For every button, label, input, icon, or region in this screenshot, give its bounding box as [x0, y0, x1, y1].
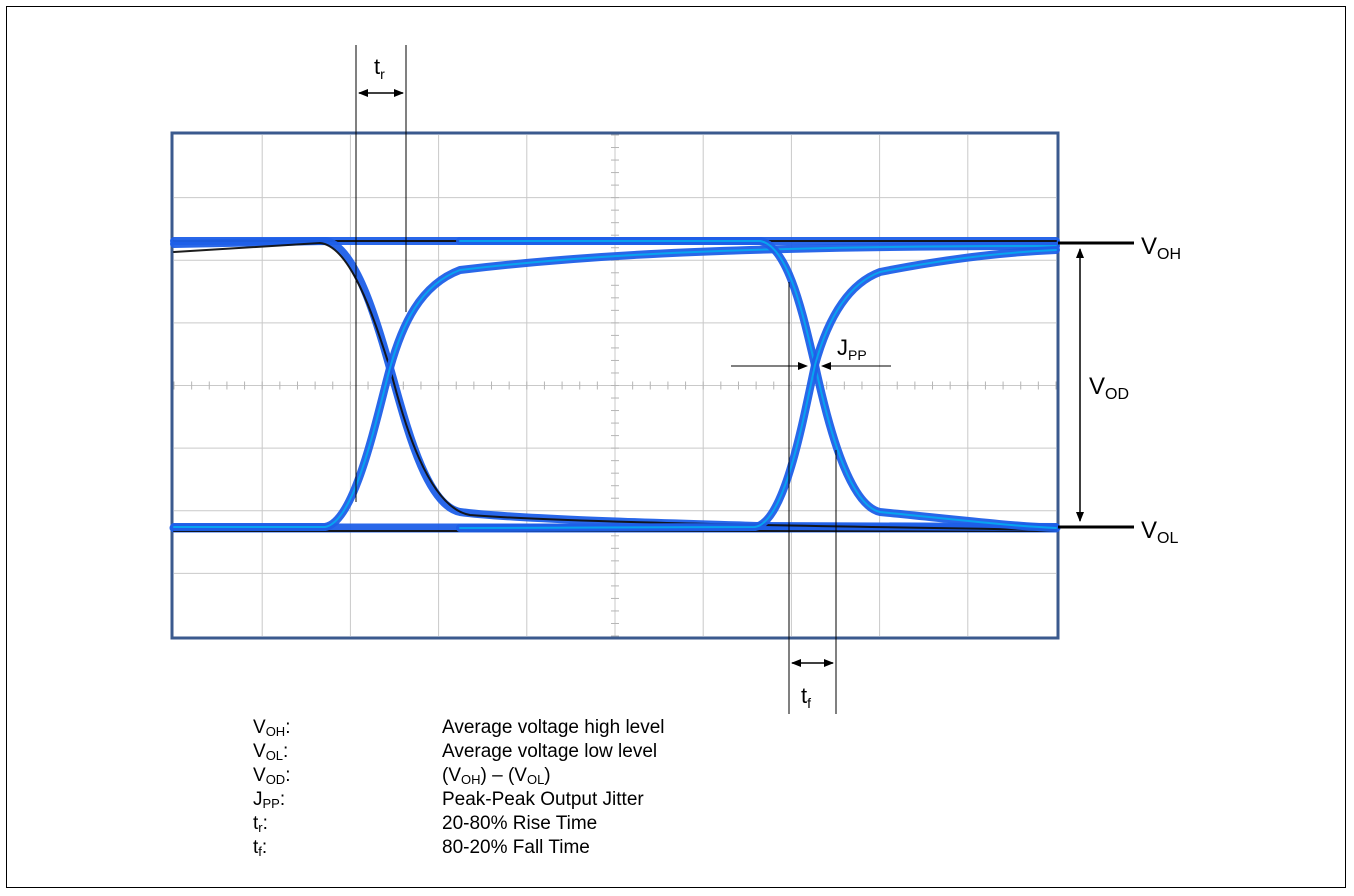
legend-symbol: tf:	[253, 837, 268, 859]
eye-traces	[169, 236, 1061, 533]
legend-description: 20-80% Rise Time	[442, 813, 598, 834]
voh-label: VOH	[1141, 233, 1181, 263]
legend-description: Peak-Peak Output Jitter	[442, 789, 644, 810]
trace-rise-2-core	[459, 249, 1057, 529]
legend-symbol: VOH:	[253, 717, 291, 739]
legend-description: Average voltage high level	[442, 717, 665, 738]
scope-center-ticks	[173, 134, 1057, 637]
legend-description: (VOH) – (VOL)	[442, 765, 551, 787]
legend-symbol: VOD:	[253, 765, 291, 787]
trace-fall-1-core	[173, 241, 1057, 531]
vod-label: VOD	[1089, 373, 1129, 403]
vol-label: VOL	[1141, 517, 1178, 547]
tr-label: tr	[374, 54, 385, 82]
trace-rise-1-core	[173, 245, 1057, 528]
legend-symbol: VOL:	[253, 741, 289, 763]
legend-symbol: JPP:	[253, 789, 286, 811]
jpp-label: JPP	[837, 335, 867, 363]
tf-label: tf	[801, 683, 811, 711]
legend-description: Average voltage low level	[442, 741, 658, 762]
legend-description: 80-20% Fall Time	[442, 837, 590, 858]
legend-symbol: tr:	[253, 813, 268, 835]
trace-fall-2-core	[459, 240, 1057, 529]
figure-frame	[6, 6, 1346, 888]
